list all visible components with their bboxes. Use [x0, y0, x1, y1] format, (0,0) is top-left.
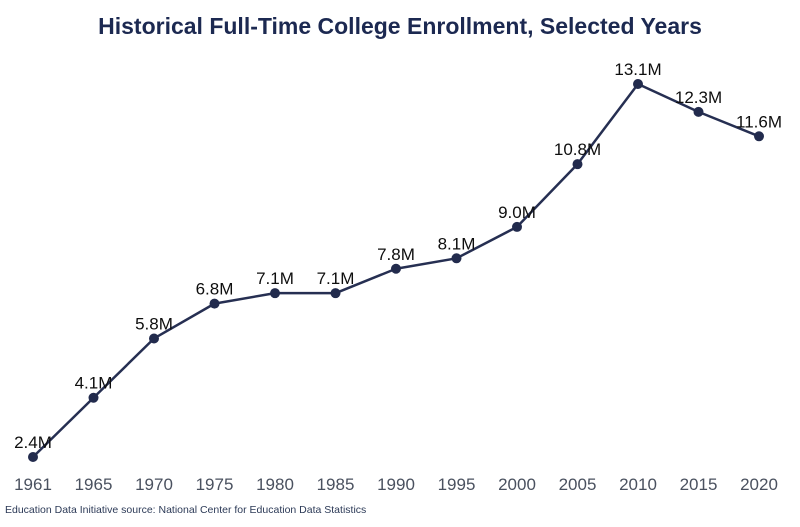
data-point	[451, 253, 462, 264]
data-point-label: 11.6M	[736, 112, 782, 131]
data-point-label: 7.1M	[256, 269, 294, 288]
data-point-label: 7.8M	[377, 245, 415, 264]
x-axis-tick-label: 1985	[317, 475, 355, 494]
data-point-label: 13.1M	[614, 60, 661, 79]
x-axis-tick-label: 1965	[75, 475, 113, 494]
data-point	[512, 221, 522, 232]
data-point-label: 12.3M	[675, 88, 722, 107]
data-point	[754, 131, 764, 142]
chart-title: Historical Full-Time College Enrollment,…	[98, 13, 702, 39]
x-axis-tick-label: 1990	[377, 475, 415, 494]
x-axis-tick-label: 1970	[135, 475, 173, 494]
data-point-label: 8.1M	[438, 234, 476, 253]
data-point-label: 10.8M	[554, 140, 601, 159]
data-point	[209, 298, 220, 309]
x-axis-tick-label: 2000	[498, 475, 536, 494]
data-point-label: 9.0M	[498, 203, 536, 222]
x-axis-tick-label: 1961	[14, 475, 52, 494]
x-axis-tick-label: 2020	[740, 475, 778, 494]
data-point	[149, 333, 159, 344]
data-point-label: 7.1M	[317, 269, 355, 288]
x-axis-tick-label: 1980	[256, 475, 294, 494]
x-axis-tick-label: 2010	[619, 475, 657, 494]
source-attribution: Education Data Initiative source: Nation…	[5, 504, 367, 516]
data-point-label: 2.4M	[14, 433, 52, 452]
x-axis-tick-label: 2005	[559, 475, 597, 494]
data-point	[633, 79, 643, 89]
data-point	[572, 159, 583, 170]
data-point-label: 4.1M	[75, 374, 113, 393]
data-point	[270, 288, 280, 299]
data-point-label: 6.8M	[196, 280, 234, 299]
data-point	[693, 106, 704, 117]
data-point	[28, 452, 38, 462]
x-axis-tick-label: 1975	[196, 475, 234, 494]
data-point-label: 5.8M	[135, 314, 173, 333]
x-axis-tick-label: 2015	[680, 475, 718, 494]
data-point	[330, 288, 341, 299]
x-axis-tick-label: 1995	[438, 475, 476, 494]
data-point	[391, 263, 401, 274]
data-point	[88, 392, 99, 403]
